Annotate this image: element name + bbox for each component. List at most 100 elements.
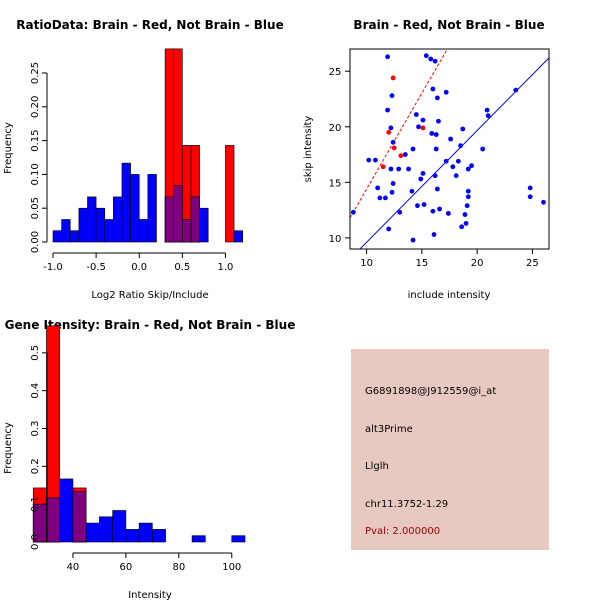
ratio-axes: 0.00 0.05 0.10 0.15 0.20 0.25 -1.0 -0.5 0.0 0.5 1.… [30,62,233,273]
intensity-ylabel: Frequency [3,422,14,474]
p-value: Pval: 2.000000 [365,526,441,537]
overlap-bar [72,491,87,543]
not-brain-point [389,93,395,99]
not-brain-point [480,146,486,152]
not-brain-point [390,181,396,186]
not-brain-point [434,186,440,192]
y-tick-label: 0.4 [30,383,41,399]
y-tick-label: 0.3 [30,421,41,437]
x-tick-label: 100 [222,562,241,573]
not-brain-point [465,188,471,194]
not-brain-point [431,232,437,237]
not-brain-point [460,126,466,132]
brain-point [380,164,386,170]
not-brain-bar [52,230,62,243]
not-brain-point [443,158,449,164]
not-brain-point [410,237,416,243]
not-brain-bar [95,207,106,243]
y-tick-label: 15 [329,178,342,189]
y-tick-label: 0.25 [30,62,41,84]
not-brain-bar [152,529,166,543]
not-brain-point [433,132,439,137]
not-brain-point [462,212,468,217]
not-brain-point [429,131,435,136]
not-brain-point [418,176,424,182]
y-tick-label: 0.00 [30,231,41,253]
x-tick-label: 20 [471,258,484,269]
not-brain-point [433,146,439,152]
not-brain-point [402,152,408,157]
not-brain-bar [199,207,209,243]
scatter-points [350,53,546,243]
not-brain-point [388,125,394,131]
not-brain-point [455,158,461,164]
not-brain-point [465,166,471,172]
x-tick-label: -0.5 [86,262,106,273]
x-tick-label: 0.0 [131,262,147,273]
not-brain-point [397,209,403,215]
not-brain-point [386,226,392,232]
not-brain-point [385,107,390,113]
not-brain-point [420,171,426,176]
overlap-bar [46,497,61,543]
not-brain-bar [59,478,74,543]
y-tick-label: 10 [329,234,342,245]
overlap-bar [164,196,175,243]
not-brain-bar [78,207,88,243]
brain-bar [225,145,235,243]
not-brain-point [375,185,381,191]
x-tick-label: 0.5 [174,262,190,273]
x-tick-label: 25 [526,258,539,269]
not-brain-bar [69,230,80,243]
not-brain-point [445,211,451,216]
scatter-xlabel: include intensity [408,290,491,301]
not-brain-point [389,189,395,195]
not-brain-point [409,188,415,194]
not-brain-bar [85,522,100,543]
not-brain-point [430,208,436,214]
not-brain-bar [138,219,149,243]
x-tick-label: 10 [360,258,373,269]
ratio-histogram: RatioData: Brain - Red, Not Brain - Blue… [3,18,284,301]
x-tick-label: 80 [172,562,185,573]
intensity-bars [32,325,246,543]
y-tick-label: 0.2 [30,458,41,474]
brain-point [420,125,426,131]
y-tick-label: 0.1 [30,496,41,512]
not-brain-point [373,157,378,163]
not-brain-point [458,143,463,149]
overlap-bar [173,185,183,243]
not-brain-point [465,194,471,200]
x-tick-label: 1.0 [217,262,233,273]
ratio-xlabel: Log2 Ratio Skip/Include [91,290,208,301]
ratio-ylabel: Frequency [3,122,14,174]
y-tick-label: 0.5 [30,345,41,361]
not-brain-bar [125,529,140,543]
scatter-fit-lines [350,49,549,249]
not-brain-point [463,221,469,226]
not-brain-bar [99,516,113,543]
not-brain-bar [191,535,206,543]
y-tick-label: 0.15 [30,129,41,151]
brain-point [398,153,404,159]
not-brain-bar [138,522,153,543]
overlap-bar [182,219,192,243]
not-brain-point [437,206,442,212]
not-brain-bar [112,510,127,543]
scatter-title: Brain - Red, Not Brain - Blue [353,18,544,32]
not-brain-point [420,117,426,123]
not-brain-point [453,173,459,179]
not-brain-bar [147,174,157,243]
scatter-axes: 10 15 20 25 10 15 20 25 [329,67,539,269]
not-brain-point [390,139,396,145]
overlap-bar [190,196,200,243]
not-brain-point [443,89,449,95]
not-brain-point [416,124,421,130]
not-brain-fit-line [359,57,549,249]
not-brain-point [385,54,390,60]
not-brain-bar [87,196,97,243]
not-brain-point [434,95,440,101]
scatter-ylabel: skip intensity [303,116,314,183]
not-brain-point [436,118,441,124]
intensity-histogram-title: Gene Itensity: Brain - Red, Not Brain - … [5,318,296,332]
